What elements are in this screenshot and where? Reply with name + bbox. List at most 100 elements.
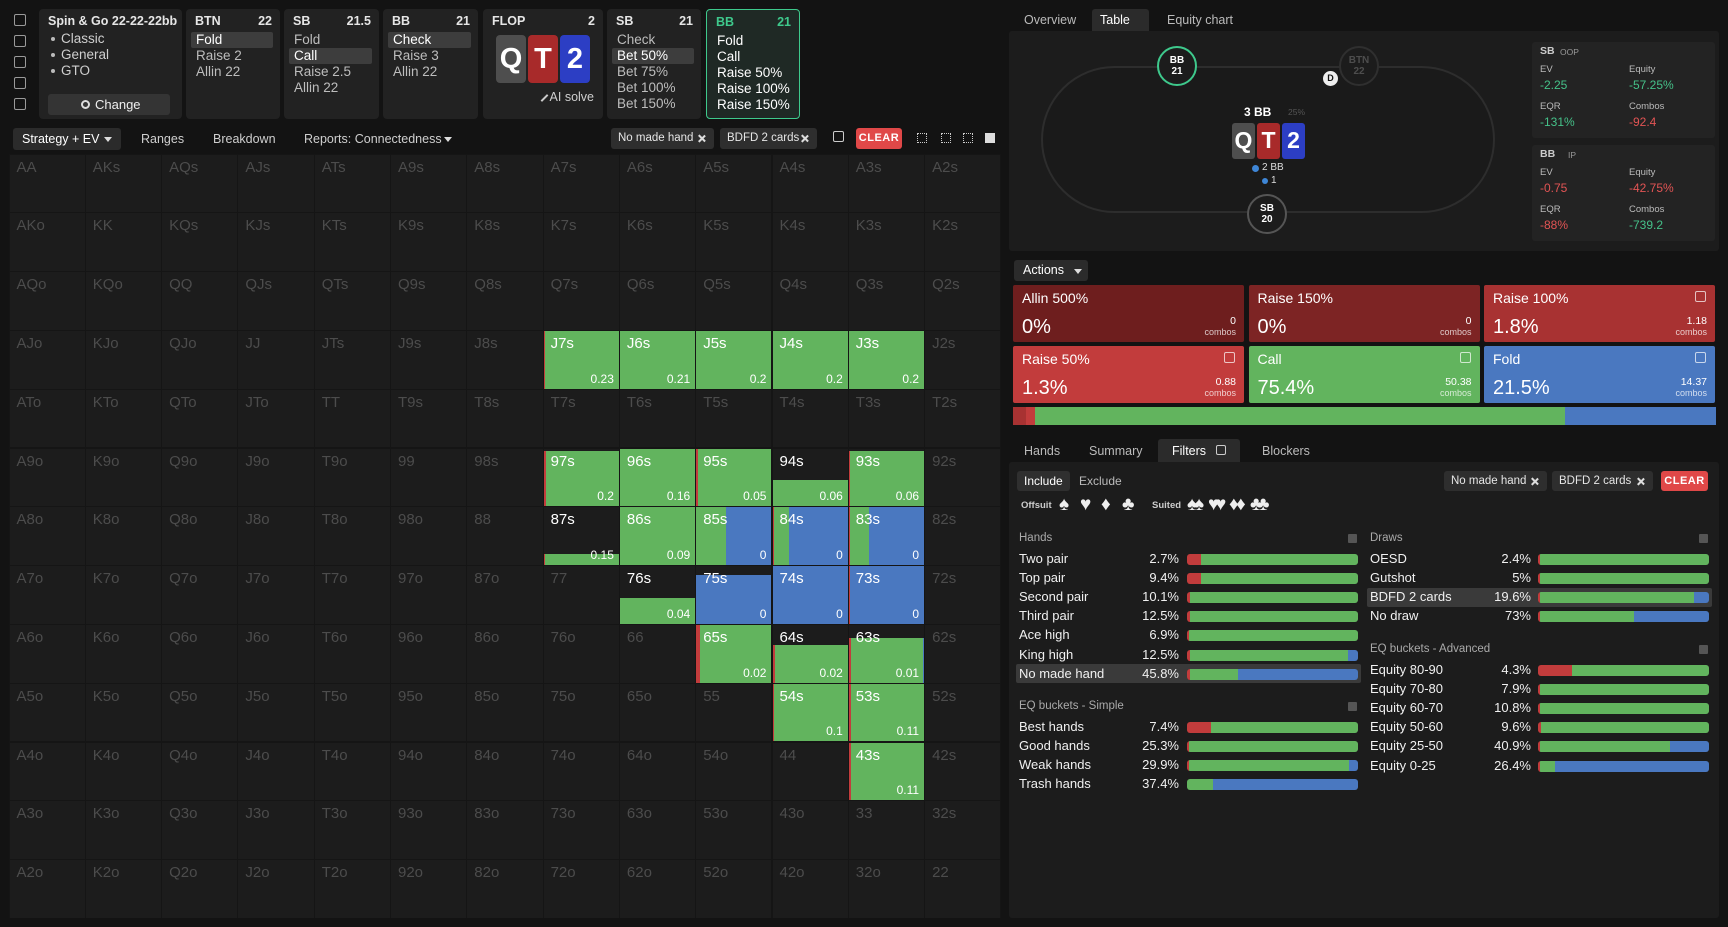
suit-icon[interactable]: ♦ (1236, 494, 1246, 515)
hand-cell[interactable]: 77 (543, 566, 619, 624)
filter-chip[interactable]: BDFD 2 cards (720, 128, 817, 149)
action-tile[interactable]: Call 75.4% 50.38 combos (1248, 346, 1480, 403)
hand-cell[interactable]: 76o (543, 624, 619, 683)
hand-cell[interactable]: 83o (467, 801, 543, 860)
hand-cell[interactable]: Q5s (696, 272, 772, 330)
hand-cell[interactable]: 74o (543, 742, 619, 801)
hand-cell[interactable]: A3s (848, 154, 925, 213)
action-option[interactable]: Check (388, 32, 471, 48)
close-icon[interactable] (1636, 477, 1645, 486)
action-tile[interactable]: Raise 150% 0% 0 combos (1248, 285, 1480, 342)
row-name[interactable]: Equity 50-60 (1370, 719, 1443, 735)
hand-cell[interactable]: 82s (925, 507, 1001, 566)
action-option[interactable]: Raise 2 (191, 48, 273, 64)
suit-icon[interactable]: ♠ (1194, 494, 1205, 515)
suit-icon[interactable]: ♠ (1187, 494, 1198, 515)
hand-cell[interactable]: QTo (162, 389, 238, 448)
hand-cell[interactable]: 62s (925, 624, 1001, 683)
hand-cell[interactable]: QJo (162, 330, 238, 389)
hand-cell[interactable]: Q7s (543, 272, 619, 330)
hand-cell[interactable]: A4o (9, 742, 85, 801)
hand-cell[interactable]: J8s (467, 330, 543, 389)
actions-button[interactable]: Actions (1014, 260, 1088, 281)
hand-cell[interactable]: Q3o (162, 801, 238, 860)
hand-cell[interactable]: K7s (543, 213, 619, 272)
row-name[interactable]: Equity 80-90 (1370, 662, 1443, 677)
row-name[interactable]: Equity 60-70 (1370, 700, 1443, 716)
hand-cell[interactable]: A7s (543, 154, 619, 213)
hand-cell[interactable]: 88 (467, 507, 543, 566)
row-name[interactable]: Top pair (1019, 570, 1066, 586)
street-box[interactable]: FLOP 2 Q T 2 AI solve (483, 9, 603, 119)
lower-tab[interactable]: Filters (1172, 444, 1207, 458)
hand-cell[interactable]: KTo (85, 389, 162, 448)
hand-cell[interactable]: 0.23 J7s (543, 330, 619, 389)
action-tile[interactable]: Raise 100% 1.8% 1.18 combos (1484, 285, 1715, 342)
hand-cell[interactable]: T8s (467, 389, 543, 448)
sidebar-icon[interactable] (14, 98, 26, 110)
panel-tab[interactable]: Equity chart (1167, 13, 1234, 27)
action-option[interactable]: Bet 150% (612, 96, 694, 112)
suit-icon[interactable]: ♦ (1101, 494, 1111, 515)
hand-cell[interactable]: Q2o (162, 860, 238, 918)
hand-cell[interactable]: AA (9, 154, 85, 213)
hand-cell[interactable]: T4o (314, 742, 390, 801)
street-box[interactable]: SB 21.5 Fold Call Raise 2.5 Allin 22 (284, 9, 379, 119)
hand-cell[interactable]: T3o (314, 801, 390, 860)
hand-cell[interactable]: A7o (9, 566, 85, 624)
hand-cell[interactable]: A5s (696, 154, 772, 213)
suit-icon[interactable]: ♣ (1250, 494, 1263, 515)
hand-cell[interactable]: KK (85, 213, 162, 272)
hand-cell[interactable]: 0.1 54s (772, 683, 848, 742)
hand-cell[interactable]: 93o (391, 801, 467, 860)
hand-cell[interactable]: 43o (772, 801, 848, 860)
hand-cell[interactable]: KJo (85, 330, 162, 389)
action-option[interactable]: Bet 100% (612, 80, 694, 96)
action-option[interactable]: Bet 75% (612, 64, 694, 80)
hand-cell[interactable]: J9o (238, 448, 314, 507)
action-tile[interactable]: Fold 21.5% 14.37 combos (1484, 346, 1715, 403)
street-box[interactable]: BTN 22 Fold Raise 2 Allin 22 (186, 9, 280, 119)
hand-cell[interactable]: A9o (9, 448, 85, 507)
action-option[interactable]: Fold (289, 32, 372, 48)
hand-cell[interactable]: J7o (238, 566, 314, 624)
hand-cell[interactable]: KTs (314, 213, 390, 272)
hand-cell[interactable]: K2s (925, 213, 1001, 272)
hand-cell[interactable]: 65o (619, 683, 696, 742)
sidebar-icon[interactable] (14, 56, 26, 68)
hand-cell[interactable]: T3s (848, 389, 925, 448)
hand-cell[interactable]: 0.21 J6s (619, 330, 696, 389)
hand-cell[interactable]: KQo (85, 272, 162, 330)
hand-cell[interactable]: 22 (925, 860, 1001, 918)
hand-cell[interactable]: 0.11 53s (848, 683, 925, 742)
hand-cell[interactable]: 42s (925, 742, 1001, 801)
hand-cell[interactable]: K7o (85, 566, 162, 624)
hand-cell[interactable]: J4o (238, 742, 314, 801)
action-option[interactable]: Raise 150% (712, 97, 794, 113)
hand-cell[interactable]: ATo (9, 389, 85, 448)
hand-cell[interactable]: 54o (696, 742, 772, 801)
lower-tab[interactable]: Blockers (1262, 444, 1310, 458)
hand-cell[interactable]: 84o (467, 742, 543, 801)
hand-cell[interactable]: K3o (85, 801, 162, 860)
hand-cell[interactable]: K9s (391, 213, 467, 272)
hand-cell[interactable]: 0.06 93s (848, 448, 925, 507)
hand-cell[interactable]: Q7o (162, 566, 238, 624)
ai-solve-button[interactable]: AI solve (549, 90, 594, 104)
hand-cell[interactable]: T2s (925, 389, 1001, 448)
view-mode-icon[interactable] (963, 133, 973, 143)
sidebar-icon[interactable] (14, 35, 26, 47)
hand-cell[interactable]: AJo (9, 330, 85, 389)
hand-cell[interactable]: 0.01 63s (848, 624, 925, 683)
close-icon[interactable] (697, 134, 706, 143)
hand-cell[interactable]: AJs (238, 154, 314, 213)
hand-cell[interactable]: 64o (619, 742, 696, 801)
hand-cell[interactable]: K6o (85, 624, 162, 683)
hand-cell[interactable]: 99 (391, 448, 467, 507)
hand-cell[interactable]: 32s (925, 801, 1001, 860)
panel-tab[interactable]: Overview (1024, 13, 1077, 27)
hand-cell[interactable]: Q2s (925, 272, 1001, 330)
filter-chip[interactable]: No made hand (611, 128, 714, 149)
hand-cell[interactable]: Q4o (162, 742, 238, 801)
hand-cell[interactable]: QJs (238, 272, 314, 330)
